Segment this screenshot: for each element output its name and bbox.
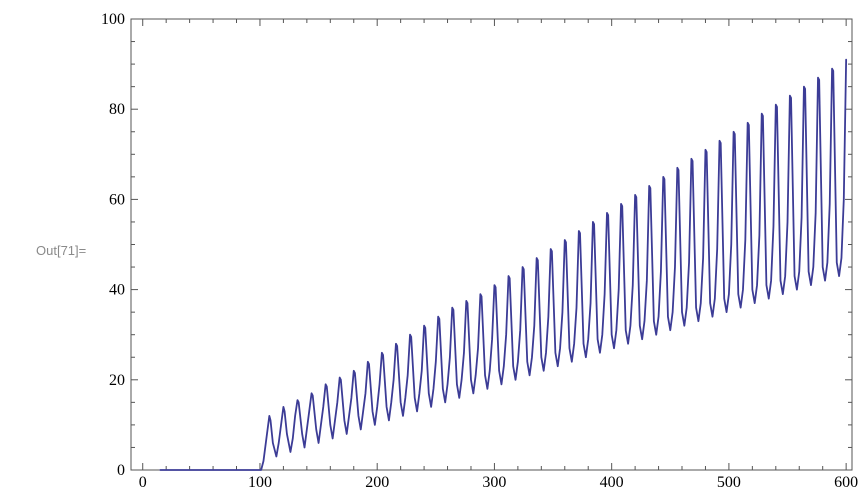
x-tick-label: 600 bbox=[834, 474, 858, 491]
y-tick-label: 20 bbox=[109, 372, 125, 389]
y-tick-label: 80 bbox=[109, 101, 125, 118]
axis-ticks bbox=[131, 18, 852, 471]
y-tick-label: 40 bbox=[109, 282, 125, 299]
plot-frame-rect bbox=[130, 18, 853, 471]
x-tick-label: 200 bbox=[365, 474, 389, 491]
x-tick-label: 0 bbox=[139, 474, 147, 491]
x-tick-label: 300 bbox=[482, 474, 506, 491]
y-tick-label: 100 bbox=[101, 11, 125, 28]
tick-labels: 0 100 200 300 400 500 600 0 20 40 60 80 100 bbox=[101, 11, 858, 491]
y-tick-label: 60 bbox=[109, 191, 125, 208]
output-cell-label: Out[71]= bbox=[36, 243, 87, 258]
y-tick-label: 0 bbox=[117, 462, 125, 479]
plot-frame bbox=[130, 18, 853, 471]
x-tick-label: 100 bbox=[248, 474, 272, 491]
x-tick-label: 400 bbox=[600, 474, 624, 491]
x-tick-label: 500 bbox=[717, 474, 741, 491]
series-layer bbox=[159, 58, 848, 471]
series-line bbox=[159, 58, 848, 471]
